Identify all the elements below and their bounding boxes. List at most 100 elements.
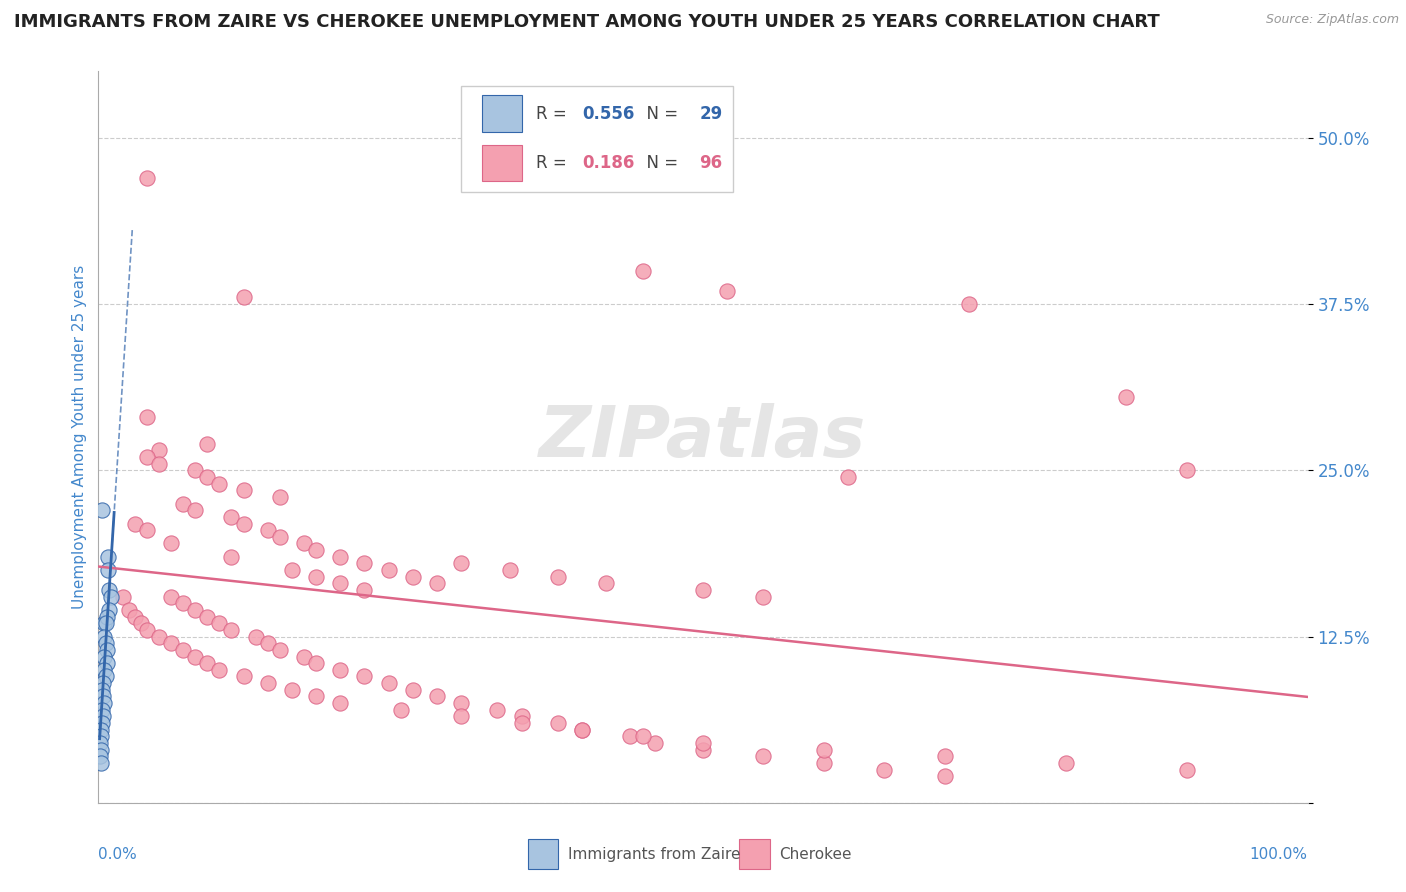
Point xyxy=(93,616,115,631)
Text: 29: 29 xyxy=(699,104,723,123)
Point xyxy=(89,736,111,750)
Point xyxy=(269,643,291,657)
Point xyxy=(91,703,114,717)
Point xyxy=(208,616,231,631)
Point xyxy=(644,736,666,750)
Point xyxy=(93,663,115,677)
Point xyxy=(91,690,114,704)
Point xyxy=(129,616,152,631)
Text: Immigrants from Zaire: Immigrants from Zaire xyxy=(568,847,740,862)
Point xyxy=(329,696,352,710)
Point xyxy=(1115,390,1137,404)
Text: IMMIGRANTS FROM ZAIRE VS CHEROKEE UNEMPLOYMENT AMONG YOUTH UNDER 25 YEARS CORREL: IMMIGRANTS FROM ZAIRE VS CHEROKEE UNEMPL… xyxy=(14,13,1160,31)
Point xyxy=(91,676,114,690)
Point xyxy=(98,582,121,597)
Bar xyxy=(482,95,522,132)
Point xyxy=(716,284,738,298)
Point xyxy=(631,729,654,743)
Point xyxy=(94,636,117,650)
Point xyxy=(90,729,112,743)
Text: R =: R = xyxy=(536,104,572,123)
Point xyxy=(91,682,114,697)
Point xyxy=(450,696,472,710)
Point xyxy=(292,536,315,550)
Text: N =: N = xyxy=(637,104,683,123)
Text: 96: 96 xyxy=(699,153,723,172)
Point xyxy=(837,470,859,484)
Point xyxy=(281,682,304,697)
Point xyxy=(402,682,425,697)
Point xyxy=(329,576,352,591)
Point xyxy=(195,436,218,450)
Point xyxy=(426,576,449,591)
Point xyxy=(292,649,315,664)
Point xyxy=(184,503,207,517)
Point xyxy=(547,716,569,731)
Point xyxy=(256,636,278,650)
Point xyxy=(124,609,146,624)
Text: 100.0%: 100.0% xyxy=(1250,847,1308,862)
Point xyxy=(135,523,157,537)
Point xyxy=(571,723,593,737)
Point xyxy=(329,663,352,677)
Text: 0.556: 0.556 xyxy=(582,104,634,123)
Point xyxy=(91,716,114,731)
Point xyxy=(873,763,896,777)
Point xyxy=(89,749,111,764)
Point xyxy=(813,756,835,770)
Point xyxy=(100,590,122,604)
Point xyxy=(510,709,533,723)
Bar xyxy=(482,145,522,181)
Point xyxy=(124,516,146,531)
Point xyxy=(111,590,134,604)
Point xyxy=(94,669,117,683)
Point xyxy=(160,590,183,604)
Point xyxy=(692,736,714,750)
Point xyxy=(269,490,291,504)
Text: N =: N = xyxy=(637,153,683,172)
Point xyxy=(450,557,472,571)
Point xyxy=(256,523,278,537)
Point xyxy=(245,630,267,644)
Point xyxy=(195,609,218,624)
Point xyxy=(184,603,207,617)
Point xyxy=(595,576,617,591)
Point xyxy=(91,503,114,517)
Point xyxy=(692,582,714,597)
Point xyxy=(305,656,328,670)
Point xyxy=(184,649,207,664)
Point xyxy=(208,476,231,491)
Point xyxy=(160,636,183,650)
Point xyxy=(184,463,207,477)
Text: Cherokee: Cherokee xyxy=(779,847,852,862)
Point xyxy=(221,509,243,524)
Point xyxy=(813,742,835,756)
Point xyxy=(118,603,141,617)
Point xyxy=(353,669,375,683)
Point xyxy=(547,570,569,584)
Point xyxy=(96,643,118,657)
Point xyxy=(1175,463,1198,477)
Point xyxy=(91,709,114,723)
Point xyxy=(426,690,449,704)
Point xyxy=(498,563,520,577)
Point xyxy=(450,709,472,723)
Point xyxy=(148,457,170,471)
Point xyxy=(172,497,194,511)
Point xyxy=(93,630,115,644)
Point xyxy=(329,549,352,564)
Point xyxy=(232,516,254,531)
Point xyxy=(486,703,509,717)
Point xyxy=(377,676,399,690)
Point xyxy=(281,563,304,577)
Point xyxy=(135,450,157,464)
Point xyxy=(934,769,956,783)
Point xyxy=(195,656,218,670)
Point xyxy=(195,470,218,484)
Point xyxy=(1054,756,1077,770)
Point xyxy=(90,756,112,770)
Point xyxy=(135,410,157,425)
Point xyxy=(148,443,170,458)
Point xyxy=(269,530,291,544)
Point xyxy=(208,663,231,677)
